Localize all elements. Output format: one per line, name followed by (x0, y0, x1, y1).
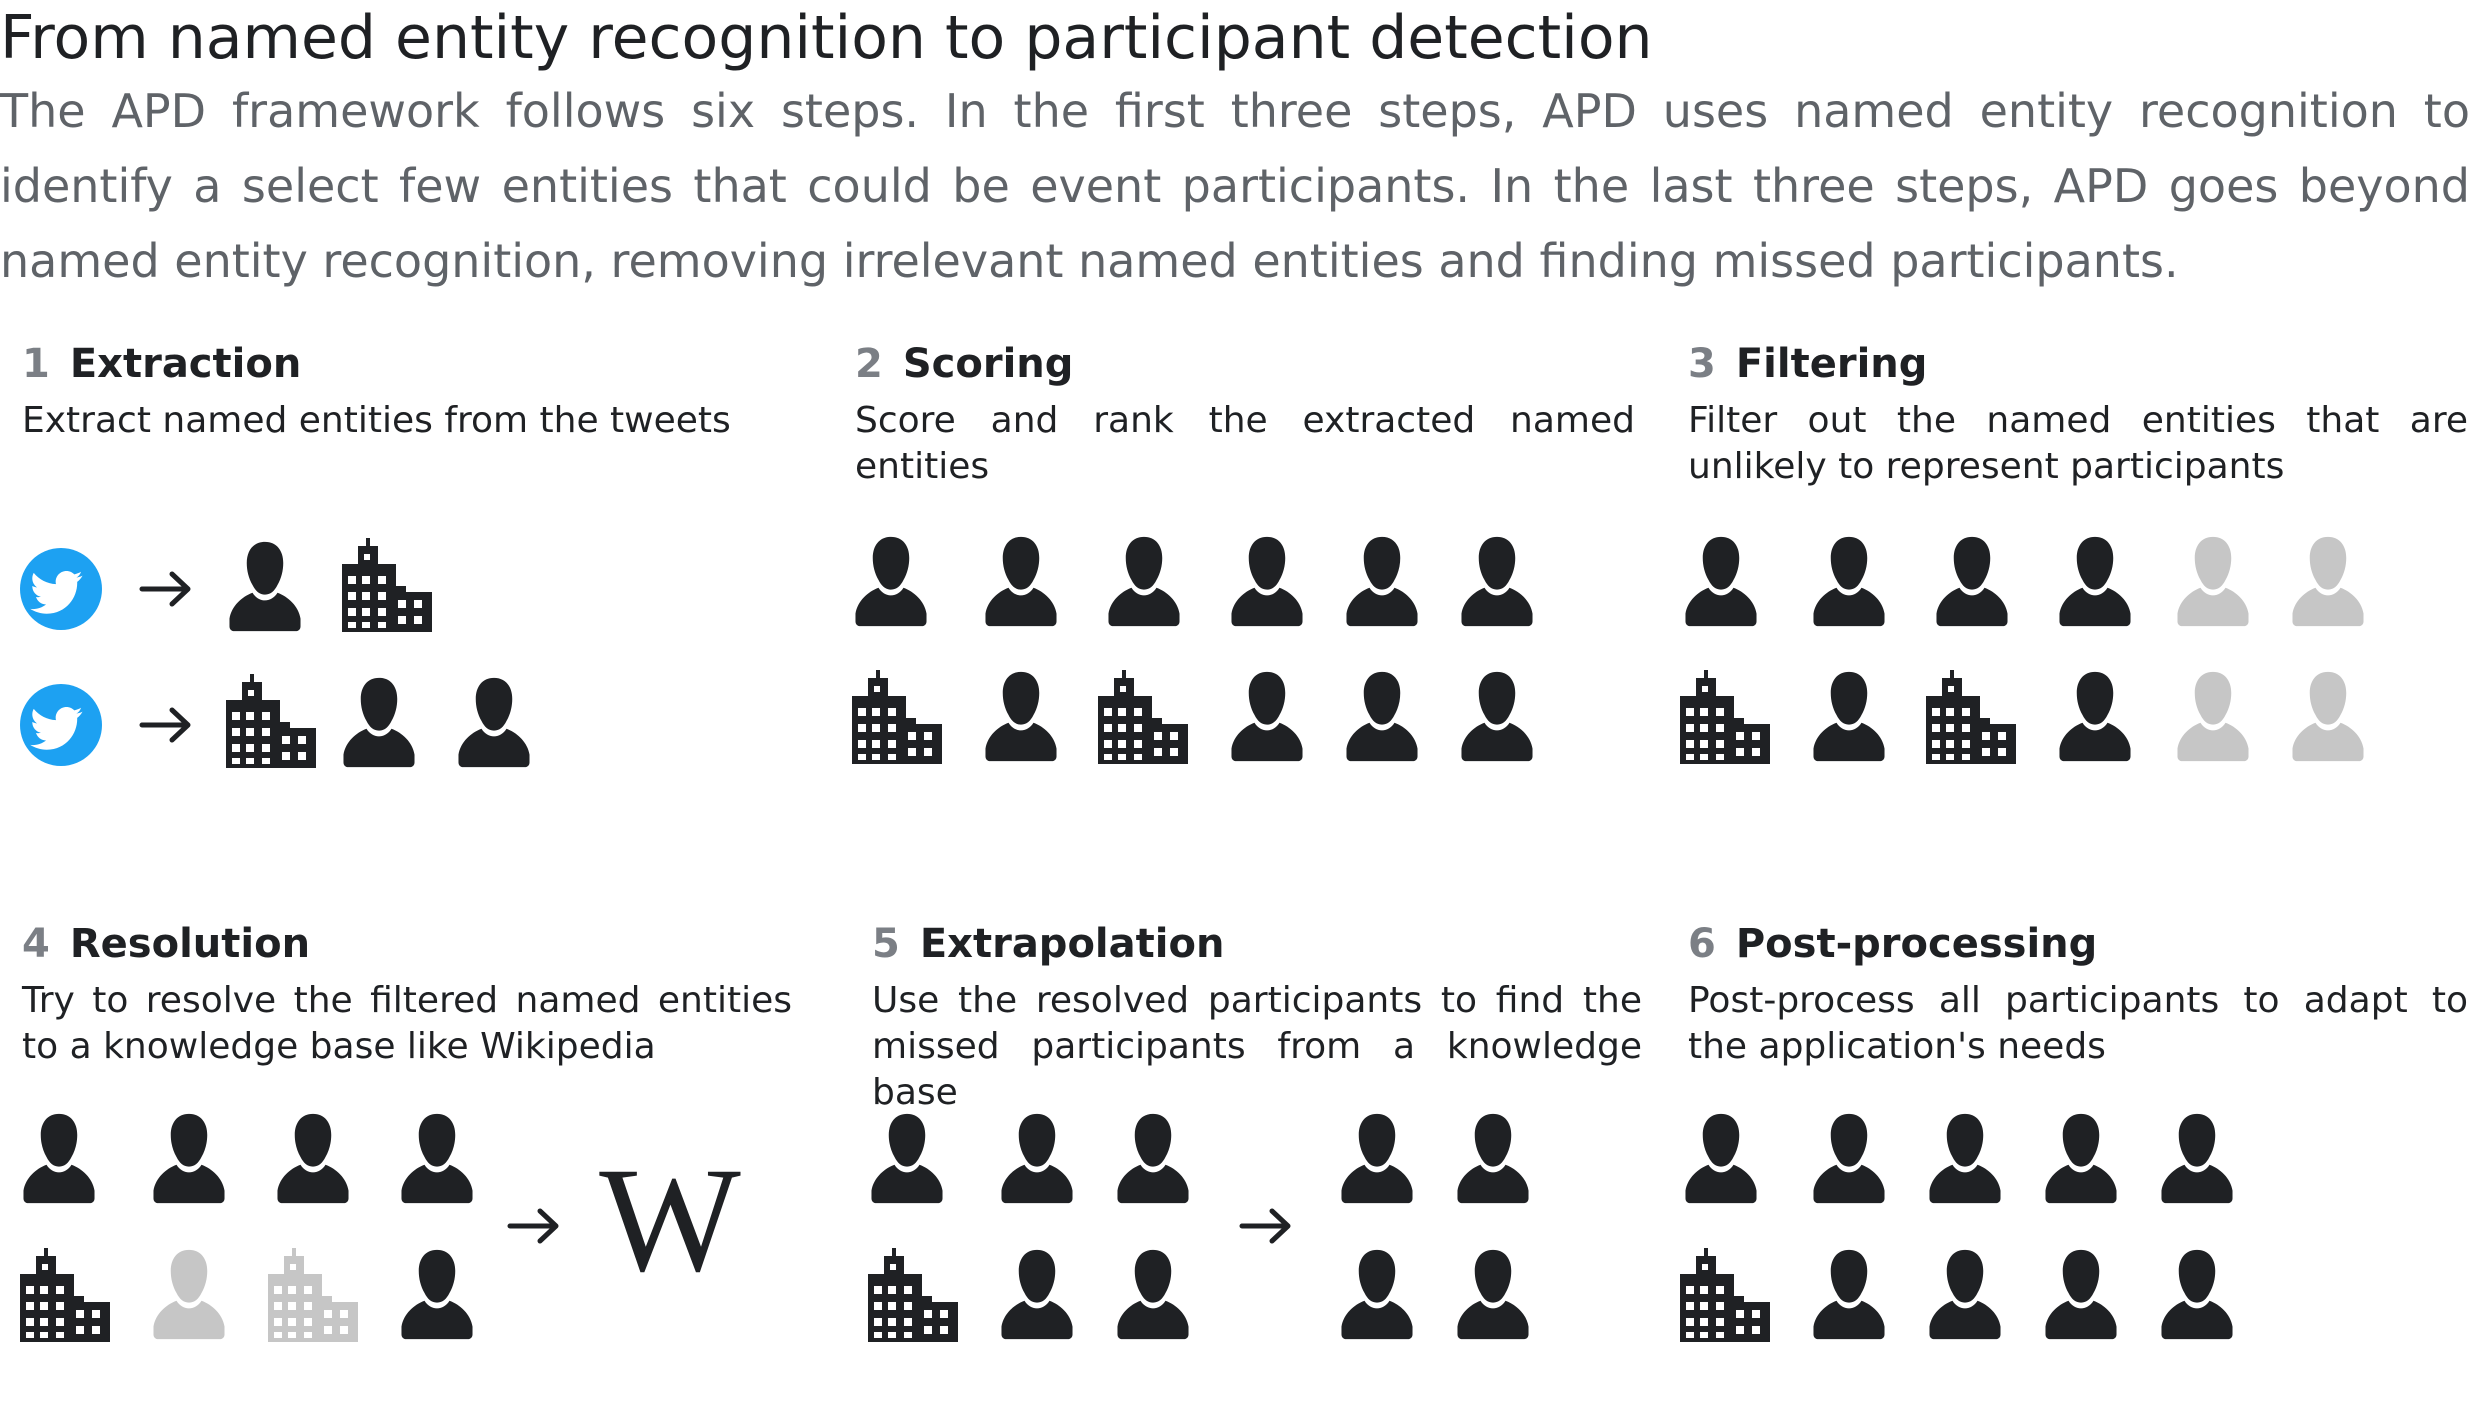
person-icon (1926, 1246, 2004, 1342)
step-name: Filtering (1735, 341, 1928, 387)
twitter-icon (20, 684, 102, 766)
person-icon (982, 668, 1060, 764)
person-icon (1458, 668, 1536, 764)
person-icon (2056, 533, 2134, 629)
building-icon (852, 668, 942, 764)
person-icon (2289, 668, 2367, 764)
arrow-right-icon (136, 705, 196, 745)
arrow-right-icon (136, 569, 196, 609)
step-description: Score and rank the extracted named entit… (855, 400, 1635, 487)
step-extraction: 1 Extraction Extract named entities from … (22, 338, 802, 444)
building-icon (1926, 668, 2016, 764)
person-icon (1228, 668, 1306, 764)
person-icon (398, 1246, 476, 1342)
building-icon (868, 1246, 958, 1342)
step-heading: 4 Resolution (22, 918, 792, 970)
step-name: Extraction (69, 341, 302, 387)
person-icon (1682, 533, 1760, 629)
person-icon (1926, 1110, 2004, 1206)
step-heading: 1 Extraction (22, 338, 802, 390)
wikipedia-icon: W (585, 1162, 755, 1282)
person-icon (998, 1110, 1076, 1206)
intro-paragraph: The APD framework follows six steps. In … (0, 84, 2470, 288)
person-icon (1454, 1110, 1532, 1206)
building-icon (1680, 668, 1770, 764)
step-name: Post-processing (1735, 921, 2098, 967)
person-icon (455, 674, 533, 770)
step-number: 2 (855, 341, 883, 387)
step-heading: 3 Filtering (1688, 338, 2468, 390)
person-icon (2289, 533, 2367, 629)
building-icon (268, 1246, 358, 1342)
step-filtering: 3 Filtering Filter out the named entities… (1688, 338, 2468, 490)
person-icon (2042, 1110, 2120, 1206)
step-number: 1 (22, 341, 50, 387)
person-icon (998, 1246, 1076, 1342)
person-icon (982, 533, 1060, 629)
person-icon (1114, 1246, 1192, 1342)
person-icon (1933, 533, 2011, 629)
svg-text:W: W (599, 1162, 741, 1282)
person-icon (340, 674, 418, 770)
arrow-right-icon (504, 1206, 564, 1246)
building-icon (1098, 668, 1188, 764)
person-icon (398, 1110, 476, 1206)
person-icon (1682, 1110, 1760, 1206)
step-description: Filter out the named entities that are u… (1688, 400, 2468, 487)
building-icon (226, 672, 316, 768)
person-icon (1810, 1110, 1888, 1206)
person-icon (2042, 1246, 2120, 1342)
person-icon (1114, 1110, 1192, 1206)
person-icon (1343, 668, 1421, 764)
step-number: 5 (872, 921, 900, 967)
step-resolution: 4 Resolution Try to resolve the filtered … (22, 918, 792, 1070)
person-icon (20, 1110, 98, 1206)
person-icon (2174, 533, 2252, 629)
person-icon (1105, 533, 1183, 629)
step-scoring: 2 Scoring Score and rank the extracted na… (855, 338, 1635, 490)
step-heading: 2 Scoring (855, 338, 1635, 390)
step-description: Extract named entities from the tweets (22, 400, 731, 441)
person-icon (150, 1110, 228, 1206)
person-icon (2158, 1246, 2236, 1342)
step-description: Use the resolved participants to find th… (872, 980, 1642, 1113)
step-description: Post-process all participants to adapt t… (1688, 980, 2468, 1067)
arrow-right-icon (1236, 1206, 1296, 1246)
step-number: 4 (22, 921, 50, 967)
step-name: Resolution (69, 921, 311, 967)
person-icon (868, 1110, 946, 1206)
person-icon (2056, 668, 2134, 764)
step-name: Extrapolation (919, 921, 1225, 967)
step-post-processing: 6 Post-processing Post-process all partic… (1688, 918, 2468, 1070)
building-icon (342, 536, 432, 632)
person-icon (150, 1246, 228, 1342)
building-icon (20, 1246, 110, 1342)
person-icon (1454, 1246, 1532, 1342)
person-icon (2174, 668, 2252, 764)
person-icon (1458, 533, 1536, 629)
person-icon (1810, 533, 1888, 629)
person-icon (2158, 1110, 2236, 1206)
person-icon (274, 1110, 352, 1206)
step-extrapolation: 5 Extrapolation Use the resolved particip… (872, 918, 1642, 1116)
page-title: From named entity recognition to partici… (0, 3, 1653, 73)
person-icon (1343, 533, 1421, 629)
step-number: 6 (1688, 921, 1716, 967)
person-icon (226, 538, 304, 634)
step-heading: 6 Post-processing (1688, 918, 2468, 970)
step-number: 3 (1688, 341, 1716, 387)
step-heading: 5 Extrapolation (872, 918, 1642, 970)
step-description: Try to resolve the filtered named entiti… (22, 980, 792, 1067)
step-name: Scoring (902, 341, 1074, 387)
person-icon (1228, 533, 1306, 629)
person-icon (852, 533, 930, 629)
building-icon (1680, 1246, 1770, 1342)
person-icon (1810, 1246, 1888, 1342)
person-icon (1338, 1246, 1416, 1342)
person-icon (1810, 668, 1888, 764)
person-icon (1338, 1110, 1416, 1206)
twitter-icon (20, 548, 102, 630)
